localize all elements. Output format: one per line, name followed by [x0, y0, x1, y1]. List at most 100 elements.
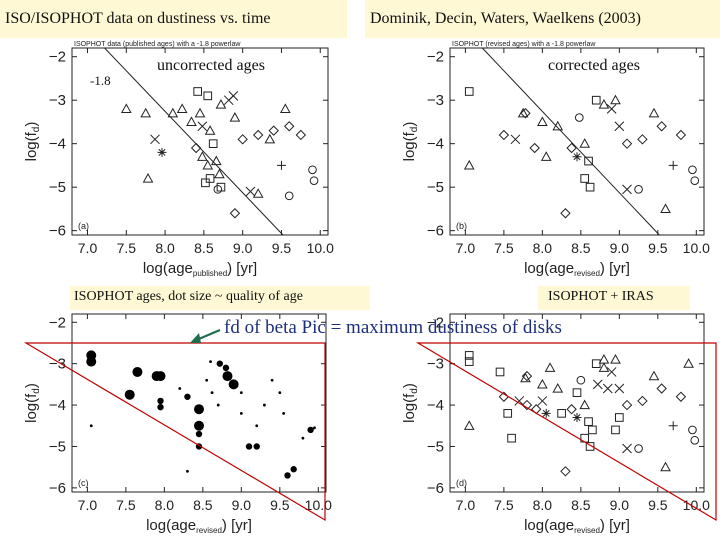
data-point-triangle: [598, 362, 610, 372]
data-point-triangle: [648, 107, 660, 118]
data-point-diamond: [566, 142, 577, 154]
data-point-triangle: [660, 203, 671, 214]
panel-label: (b): [456, 221, 467, 231]
data-point-dot: [157, 403, 164, 411]
data-point-square: [585, 182, 595, 192]
data-point-circle: [309, 176, 319, 185]
y-axis-label: log(fd): [401, 383, 420, 423]
data-point-triangle: [520, 372, 531, 383]
data-point-diamond: [268, 125, 279, 136]
data-point-dot: [216, 403, 220, 407]
data-point-diamond: [656, 121, 667, 132]
x-tick-label: 7.0: [456, 240, 476, 256]
data-point-dot: [205, 378, 209, 382]
data-point-square: [611, 425, 620, 435]
data-point-triangle: [215, 99, 227, 109]
data-point-triangle: [120, 103, 132, 113]
x-tick-label: 8.0: [155, 240, 175, 256]
x-tick-label: 8.0: [533, 497, 553, 513]
y-axis-label: log(fd): [23, 383, 42, 423]
data-point-diamond: [560, 466, 571, 477]
plot-frame: [71, 313, 327, 493]
data-point-dot: [222, 364, 230, 372]
data-point-triangle: [279, 103, 291, 113]
data-point-diamond: [560, 208, 571, 219]
data-point-diamond: [529, 142, 540, 154]
y-tick-label: −2: [427, 49, 444, 66]
data-point-dot: [239, 411, 243, 415]
data-point-diamond: [284, 121, 295, 132]
y-tick-label: −4: [49, 136, 66, 153]
data-point-triangle: [552, 120, 564, 131]
chart-title: ISOPHOT (revised ages) with a -1.8 power…: [452, 41, 596, 48]
data-point-cross: [614, 383, 625, 394]
data-point-cross: [622, 443, 632, 454]
x-axis-label: log(agerevised) [yr]: [524, 260, 630, 278]
data-point-dot: [255, 424, 259, 428]
y-tick-label: −5: [49, 179, 66, 196]
x-tick-label: 9.5: [270, 497, 290, 513]
uncorrected-label: uncorrected ages: [157, 57, 265, 74]
data-point-circle: [688, 165, 697, 175]
data-point-circle: [634, 185, 643, 194]
y-tick-label: −6: [49, 223, 66, 240]
data-point-cross: [197, 121, 208, 132]
right-header-bar: Dominik, Decin, Waters, Waelkens (2003): [365, 0, 720, 38]
data-point-dot: [210, 391, 214, 395]
data-point-triangle: [537, 116, 548, 127]
x-tick-label: 7.0: [78, 240, 98, 256]
data-point-dot: [245, 443, 253, 450]
data-point-dot: [195, 443, 203, 450]
data-point-triangle: [204, 125, 216, 135]
data-point-dot: [301, 436, 305, 440]
left-header-bar: ISO/ISOPHOT data on dustiness vs. time: [0, 0, 347, 38]
data-point-square: [584, 417, 593, 426]
data-point-triangle: [264, 133, 276, 144]
data-point-triangle: [142, 172, 154, 183]
x-tick-label: 9.5: [272, 240, 292, 256]
plot-frame: [449, 313, 705, 493]
data-point-square: [208, 139, 218, 148]
x-tick-label: 7.5: [494, 497, 514, 513]
y-tick-label: −2: [427, 314, 444, 331]
data-point-diamond: [675, 129, 687, 141]
panel-label: (a): [78, 221, 89, 231]
data-point-triangle: [598, 354, 610, 364]
x-tick-label: 7.5: [494, 240, 514, 256]
data-point-cross: [510, 134, 521, 145]
x-tick-label: 10.0: [683, 240, 710, 256]
left-header-title: ISO/ISOPHOT data on dustiness vs. time: [5, 10, 271, 27]
x-tick-label: 9.0: [233, 240, 253, 256]
data-point-square: [205, 174, 215, 183]
y-tick-label: −5: [427, 438, 444, 455]
data-point-dot: [270, 378, 274, 382]
data-point-diamond: [621, 138, 633, 149]
data-point-square: [615, 413, 624, 422]
powerlaw-fit-line: [481, 47, 660, 236]
x-tick-label: 10.0: [307, 240, 334, 256]
x-tick-label: 7.5: [116, 497, 136, 513]
x-tick-label: 7.5: [117, 240, 137, 256]
data-point-dot: [178, 387, 182, 390]
data-point-triangle: [214, 168, 225, 179]
y-tick-label: −4: [49, 397, 66, 414]
x-tick-label: 10.0: [683, 497, 710, 513]
data-point-triangle: [463, 420, 475, 430]
data-point-circle: [690, 435, 700, 445]
data-point-square: [503, 409, 513, 418]
y-axis-label: log(fd): [401, 122, 420, 162]
x-tick-label: 8.5: [571, 497, 591, 513]
data-point-cross: [228, 90, 239, 101]
x-axis-label: log(agepublished) [yr]: [143, 260, 257, 278]
data-point-circle: [634, 444, 643, 453]
data-point-cross: [150, 134, 160, 145]
y-tick-label: −2: [49, 314, 66, 331]
data-point-dot: [155, 371, 166, 382]
data-point-dot: [184, 393, 191, 400]
x-tick-label: 10.0: [305, 497, 332, 513]
chart-panel-a: ISOPHOT data (published ages) with a -1.…: [23, 41, 334, 278]
y-tick-label: −3: [49, 92, 66, 109]
data-point-asterisk: [572, 412, 582, 422]
data-point-dot: [132, 366, 143, 377]
y-tick-label: −6: [49, 480, 66, 497]
